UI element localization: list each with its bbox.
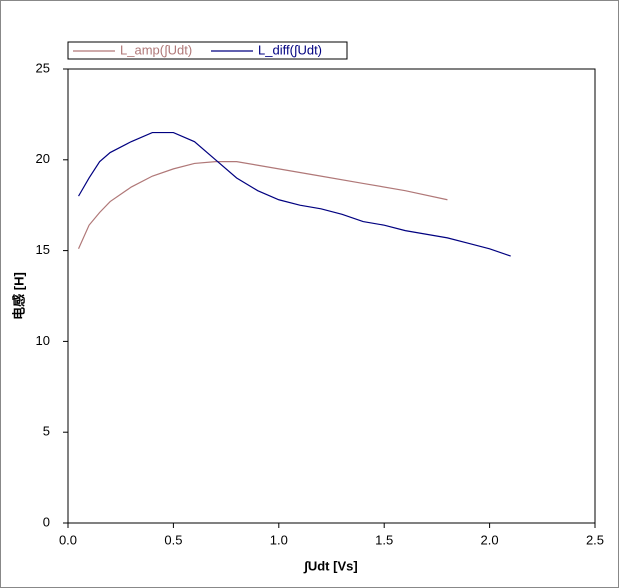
y-tick-label: 0 [43,514,50,529]
legend [67,41,348,60]
x-tick-label: 1.5 [375,532,393,547]
line-series [78,131,511,257]
legend-label: L_amp(∫Udt) [120,42,192,57]
x-tick-label: 2.0 [481,532,499,547]
line-series [77,161,448,250]
y-tick-label: 20 [36,151,50,166]
x-axis-label: ∫Udt [Vs] [303,558,357,573]
plot-area [67,68,596,524]
y-tick-label: 25 [36,60,50,75]
y-axis-label: 电感 [H] [11,272,26,320]
y-tick-label: 10 [36,333,50,348]
x-tick-label: 0.0 [59,532,77,547]
y-tick-label: 5 [43,424,50,439]
x-tick-label: 2.5 [586,532,604,547]
y-tick-label: 15 [36,242,50,257]
legend-label: L_diff(∫Udt) [258,42,322,57]
x-tick-label: 1.0 [270,532,288,547]
x-tick-label: 0.5 [164,532,182,547]
